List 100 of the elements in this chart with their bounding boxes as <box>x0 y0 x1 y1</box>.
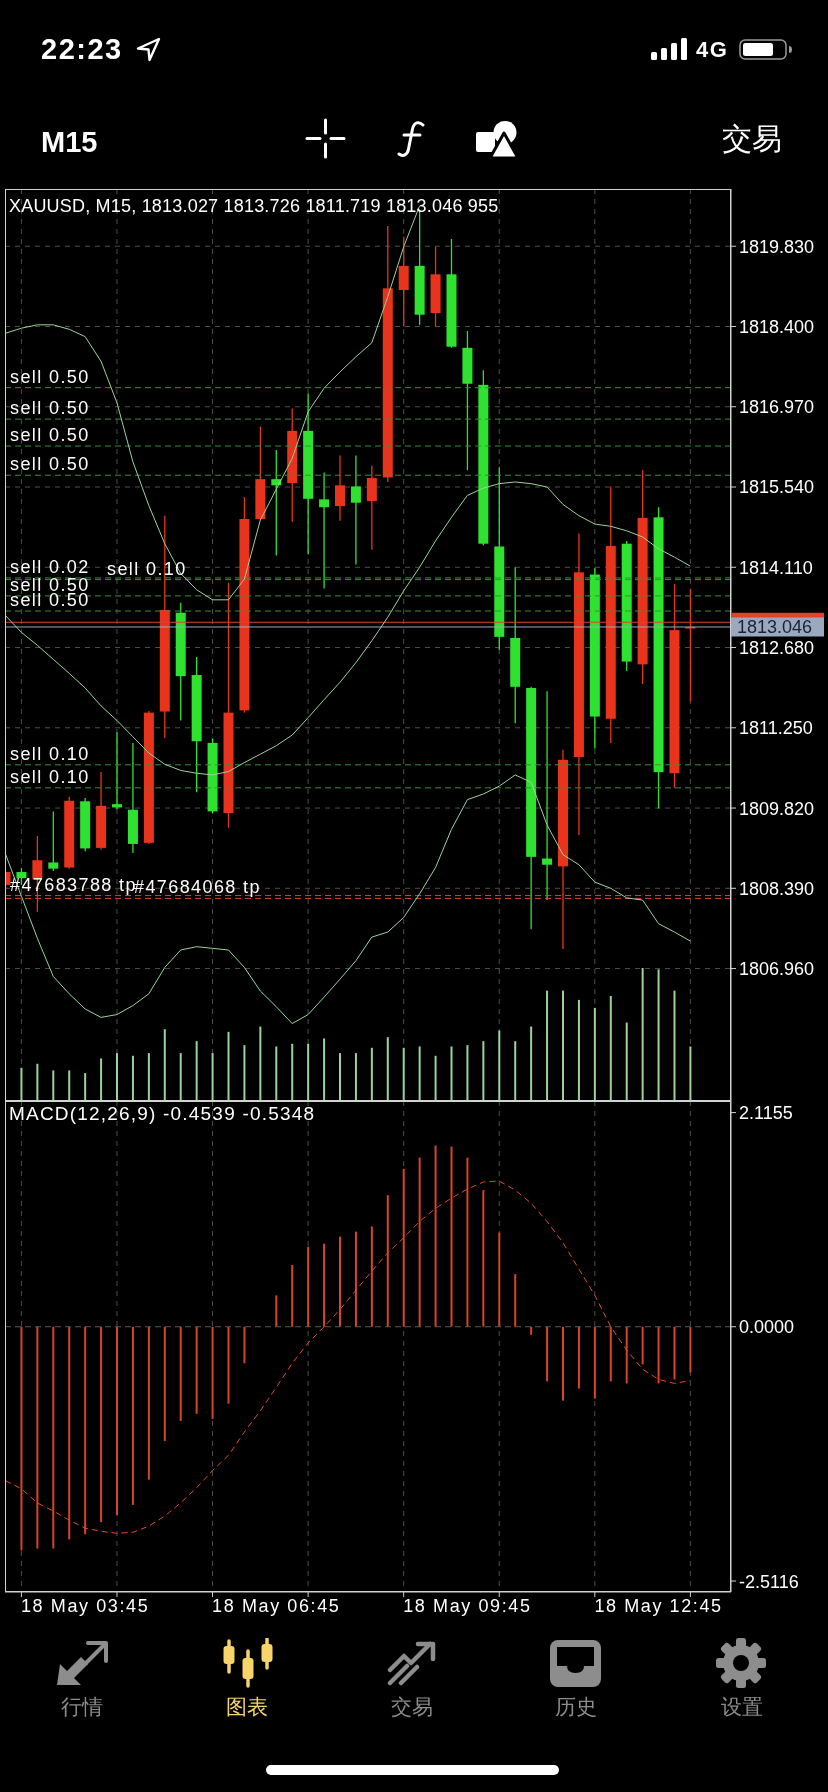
bar <box>562 990 564 1101</box>
bar <box>275 1295 278 1327</box>
bar <box>195 1326 198 1414</box>
bar <box>259 1026 262 1101</box>
bar <box>354 1053 357 1101</box>
x-tick-label: 18 May 06:45 <box>212 1596 341 1616</box>
bar <box>307 1043 310 1101</box>
candlestick <box>335 454 345 522</box>
y-tick-label: 1811.250 <box>739 718 813 739</box>
bar <box>386 1195 389 1327</box>
bar <box>498 1030 501 1101</box>
bar <box>100 1326 103 1523</box>
bar <box>514 1041 517 1101</box>
ref-line-label: sell 0.10 <box>10 766 90 787</box>
bar <box>386 1037 389 1101</box>
bar <box>291 1265 294 1327</box>
y-tick-label: 1815.540 <box>739 477 815 498</box>
bar <box>163 1029 166 1101</box>
y-tick-label: -2.5116 <box>739 1571 799 1592</box>
bar <box>195 1041 198 1101</box>
bar <box>530 1026 533 1101</box>
bar <box>131 1055 134 1101</box>
text: 历史 <box>554 1695 597 1719</box>
bar <box>100 1058 103 1101</box>
text: 交易 <box>390 1695 433 1719</box>
bar <box>657 1326 660 1384</box>
bar <box>434 1055 437 1101</box>
bar <box>546 990 549 1101</box>
chart-title: MACD(12,26,9) -0.4539 -0.5348 <box>9 1103 316 1124</box>
bar <box>482 1041 485 1101</box>
bar <box>131 1326 134 1505</box>
ref-line-label: sell 0.50 <box>10 366 90 387</box>
bar <box>673 990 676 1101</box>
ref-line-label: sell 0.02 <box>10 556 90 577</box>
bar <box>163 1326 166 1442</box>
text: 4G <box>696 37 729 62</box>
bar <box>339 1236 341 1327</box>
bar <box>593 1326 596 1399</box>
bar <box>418 1046 421 1101</box>
bar <box>84 1073 87 1101</box>
y-tick-label: 0.0000 <box>739 1317 795 1338</box>
candlestick <box>542 690 553 901</box>
bar <box>689 1046 692 1101</box>
y-tick-label: 1814.110 <box>739 557 813 578</box>
x-tick-label: 18 May 03:45 <box>20 1596 150 1616</box>
bar <box>307 1246 310 1327</box>
y-tick-label: 2.1155 <box>739 1103 793 1124</box>
bar <box>593 1007 596 1101</box>
bar <box>546 1326 549 1382</box>
bar <box>673 1326 676 1380</box>
bar <box>68 1070 71 1101</box>
ref-line-label: sell 0.50 <box>10 398 90 419</box>
bar <box>625 1022 628 1101</box>
y-tick-label: 1816.970 <box>739 397 815 418</box>
bar <box>116 1053 119 1101</box>
bar <box>370 1047 373 1101</box>
bar <box>641 1326 644 1365</box>
ref-line-label: 1813.046 <box>737 617 813 638</box>
bar <box>482 1190 485 1327</box>
bar <box>227 1031 230 1101</box>
bar <box>211 1053 214 1101</box>
bar <box>339 1053 341 1101</box>
candlestick <box>366 465 377 551</box>
ref-line-label: sell 0.50 <box>10 425 90 446</box>
bar <box>609 1326 612 1382</box>
y-tick-label: 1818.400 <box>739 316 815 337</box>
text: M15 <box>41 126 98 158</box>
ref-line-label: sell 0.10 <box>10 743 90 764</box>
bar <box>577 999 580 1101</box>
text: 设置 <box>720 1695 763 1719</box>
bar <box>530 1326 533 1335</box>
text: 图表 <box>225 1695 268 1719</box>
y-tick-label: 1808.390 <box>739 878 815 899</box>
y-tick-label: 1806.960 <box>739 959 815 980</box>
bar <box>36 1063 39 1101</box>
bar <box>402 1047 405 1101</box>
ref-line-label: sell 0.50 <box>10 590 90 611</box>
text: 行情 <box>60 1695 103 1719</box>
bar <box>179 1326 182 1421</box>
bar <box>689 1326 692 1373</box>
bar <box>609 995 612 1101</box>
bar <box>243 1045 246 1101</box>
y-tick-label: 1809.820 <box>739 798 815 819</box>
bar <box>147 1053 150 1101</box>
bar <box>291 1043 294 1101</box>
bar <box>354 1231 357 1327</box>
bar <box>514 1274 517 1327</box>
candlestick <box>350 454 361 566</box>
ref-line-label: #47684068 tp <box>134 877 261 898</box>
bar <box>243 1326 246 1364</box>
bar <box>577 1326 580 1389</box>
text: 交易 <box>722 121 782 156</box>
bar <box>323 1038 326 1101</box>
x-tick-label: 18 May 09:45 <box>403 1596 532 1616</box>
bar <box>211 1326 214 1419</box>
text: 22:23 <box>41 33 123 65</box>
bar <box>147 1326 150 1480</box>
y-tick-label: 1819.830 <box>739 236 815 257</box>
bar <box>657 969 660 1101</box>
candlestick <box>319 471 330 590</box>
